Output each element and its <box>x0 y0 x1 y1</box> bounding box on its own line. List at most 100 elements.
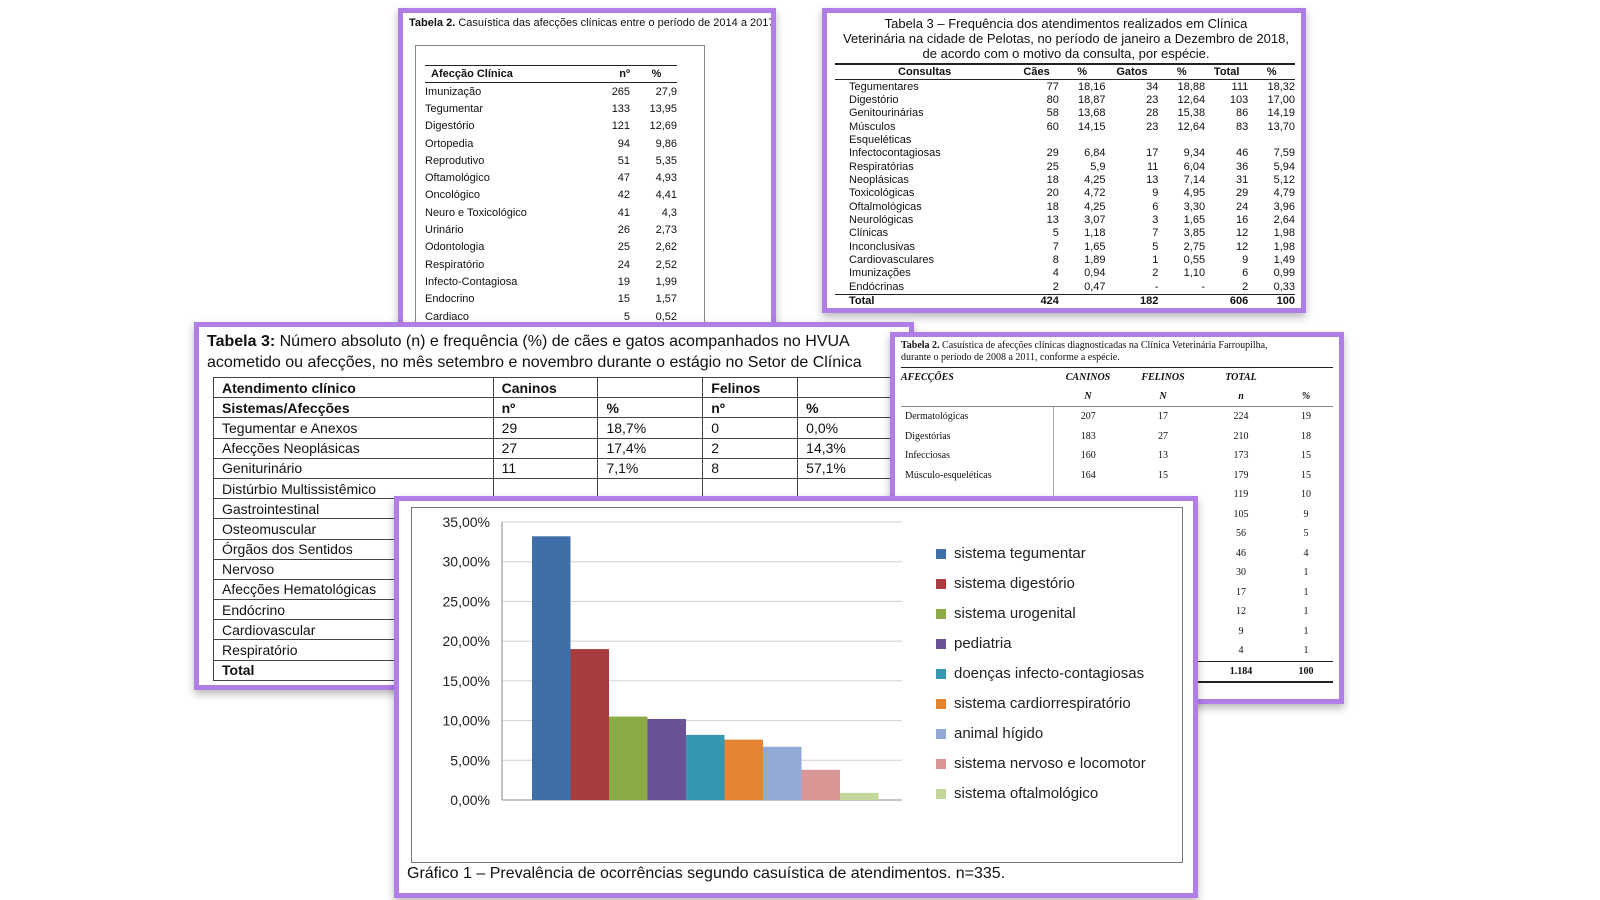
table2-farroupilha-cell: 4 <box>1238 645 1244 657</box>
table3-pelotas-card: Tabela 3 – Frequência dos atendimentos r… <box>822 8 1306 313</box>
table3-pelotas-cell: 9,34 <box>1183 147 1206 160</box>
table3-hvua-header: % <box>597 397 704 419</box>
legend-swatch <box>936 639 946 649</box>
table3-pelotas-row: Imunizações 4 0,94 2 1,10 6 0,99 <box>835 267 1295 280</box>
table2-farroupilha-cell: 207 <box>1080 411 1096 423</box>
table2-farroupilha-cell: 1 <box>1303 645 1309 657</box>
table3-pelotas-row: Músculos 60 14,15 23 12,64 83 13,70 <box>835 120 1295 133</box>
table3-pelotas-cell: 1 <box>1152 254 1159 267</box>
table3-pelotas-cell: 12 <box>1236 240 1249 253</box>
table3-pelotas-cell: 1,49 <box>1273 254 1295 267</box>
table3-hvua-header: Sistemas/Afecções <box>213 397 494 419</box>
table2-farroupilha-cell: 160 <box>1080 450 1096 462</box>
table3-pelotas-cell: 424 <box>1014 293 1059 308</box>
table2-table: Afecção Clínica nº % Imunização 265 27,9 Te… <box>425 65 677 325</box>
table3-pelotas-cell: 0,94 <box>1084 267 1106 280</box>
table3-pelotas-cell: 18,16 <box>1078 80 1106 93</box>
y-tick-label: 5,00% <box>450 752 490 768</box>
table3-pelotas-cell: 3,96 <box>1273 200 1295 213</box>
legend-label: sistema tegumentar <box>954 545 1086 562</box>
table2-farroupilha-row: Músculo-esqueléticas 164 15 179 15 <box>901 465 1333 485</box>
table2-cell: 5,35 <box>655 154 677 167</box>
table2-cell: Oncológico <box>425 189 481 202</box>
table2-farroupilha-header: TOTAL <box>1203 367 1279 386</box>
table2-cell: Respiratório <box>425 258 485 271</box>
table3-pelotas-header: Gatos <box>1105 63 1159 80</box>
table3-pelotas-cell: 16 <box>1236 214 1249 227</box>
table3-pelotas-cell: 2,75 <box>1183 240 1206 253</box>
table2-row: Imunização 265 27,9 <box>425 83 677 101</box>
table2-row: Oncológico 42 4,41 <box>425 187 677 204</box>
table3-pelotas-cell: 15,38 <box>1177 107 1206 120</box>
table2-cell: 121 <box>611 120 631 133</box>
table2-cell: Cardiaco <box>425 310 470 323</box>
table2-card: Tabela 2. Casuística das afecções clínic… <box>398 8 776 330</box>
table2-cell: 5 <box>623 310 631 323</box>
table3-pelotas-cell: 28 <box>1146 107 1159 120</box>
table2-farroupilha-cell: 5 <box>1303 528 1309 540</box>
table3-pelotas-cell: 1,98 <box>1273 227 1295 240</box>
table3-pelotas-header: % <box>1248 63 1295 80</box>
bar <box>840 792 879 800</box>
table2-farroupilha-cell: 30 <box>1236 567 1246 579</box>
table3-pelotas-cell: 12,64 <box>1177 94 1206 107</box>
table3-pelotas-row: Endócrinas 2 0,47 - - 2 0,33 <box>835 280 1295 294</box>
legend-swatch <box>936 729 946 739</box>
table2-cell: 2,52 <box>655 258 677 271</box>
table2-cell: 0,52 <box>655 310 677 323</box>
table3-pelotas-cell: 1,65 <box>1183 214 1206 227</box>
table2-caption: Tabela 2. Casuística das afecções clínic… <box>409 17 776 29</box>
y-tick-label: 10,00% <box>443 713 490 729</box>
table2-farroupilha-header <box>1279 367 1333 386</box>
table2-cell: Odontologia <box>425 241 485 254</box>
table3-pelotas-cell: 29 <box>1046 147 1059 160</box>
table2-farroupilha-cell: 164 <box>1080 469 1096 481</box>
table3-pelotas-row: Toxicológicas 20 4,72 9 4,95 29 4,79 <box>835 187 1295 200</box>
table2-farroupilha-cell: 4 <box>1303 547 1309 559</box>
table2-cell: 9,86 <box>655 137 677 150</box>
table2-farroupilha-cell: 100 <box>1279 660 1333 683</box>
table3-pelotas-cell: Respiratórias <box>849 160 914 173</box>
grafico1-card: 0,00% 5,00% 10,00% 15,00% 20,00% 25,00% 30,00%… <box>394 496 1198 898</box>
table3-pelotas-cell: 12,64 <box>1177 120 1206 133</box>
bar <box>724 739 763 800</box>
table2-farroupilha-cell: 27 <box>1158 430 1168 442</box>
table3-hvua-header: Felinos <box>702 376 799 399</box>
table2-farroupilha-cell: 1 <box>1303 586 1309 598</box>
table2-row: Respiratório 24 2,52 <box>425 256 677 273</box>
table3-pelotas-row: Respiratórias 25 5,9 11 6,04 36 5,94 <box>835 160 1295 173</box>
table3-pelotas-row: Neurológicas 13 3,07 3 1,65 16 2,64 <box>835 213 1295 226</box>
table3-pelotas-cell: 60 <box>1046 120 1059 133</box>
table3-pelotas-cell: 8 <box>1052 254 1059 267</box>
table2-row: Neuro e Toxicológico 41 4,3 <box>425 204 677 221</box>
table3-hvua-header: Atendimento clínico <box>213 376 494 399</box>
table2-farroupilha-cell: 18 <box>1301 430 1311 442</box>
table3-hvua-cell: 57,1% <box>797 457 909 479</box>
table2-cell: 27,9 <box>655 85 677 98</box>
table3-pelotas-cell: 11 <box>1146 160 1159 173</box>
table3-pelotas-cell: 6,04 <box>1183 160 1206 173</box>
table3-pelotas-row: Esqueléticas <box>835 133 1295 146</box>
legend-swatch <box>936 789 946 799</box>
table3-pelotas-header: % <box>1158 63 1206 80</box>
table2-farroupilha-caption: Tabela 2. Casuística de afecções clínica… <box>901 340 1268 363</box>
table3-pelotas-cell: 6 <box>1152 200 1159 213</box>
table3-hvua-row: Tegumentar e Anexos 29 18,7% 0 0,0% <box>213 417 909 439</box>
table3-pelotas-cell: 14,15 <box>1078 120 1106 133</box>
table3-pelotas-cell: 18,88 <box>1177 80 1206 93</box>
y-tick-label: 15,00% <box>443 673 490 689</box>
table3-pelotas-cell: 5,9 <box>1090 160 1106 173</box>
table3-pelotas-header: Cães <box>1014 63 1059 80</box>
table2-cell: Oftamológico <box>425 172 490 185</box>
table2-cell: Infecto-Contagiosa <box>425 275 518 288</box>
table3-pelotas-cell: 3,07 <box>1084 214 1106 227</box>
table3-hvua-header: Caninos <box>492 376 599 399</box>
table3-pelotas-cell: 13,70 <box>1267 120 1295 133</box>
table2-farroupilha-cell: 19 <box>1301 411 1311 423</box>
table2-cell: 265 <box>611 85 631 98</box>
table3-pelotas-cell: 7,59 <box>1273 147 1295 160</box>
table2-farroupilha-header: FELINOS <box>1123 367 1203 386</box>
table3-pelotas-cell: 1,89 <box>1084 254 1106 267</box>
table3-pelotas-cell: 29 <box>1236 187 1249 200</box>
bar <box>686 734 725 800</box>
